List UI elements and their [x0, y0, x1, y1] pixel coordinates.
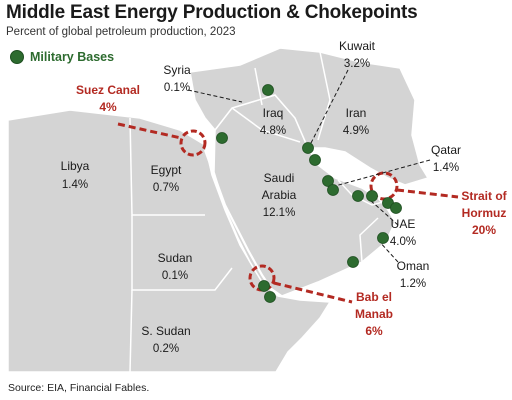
legend: Military Bases [10, 50, 114, 64]
military-base-marker [390, 202, 402, 214]
country-label-egypt: Egypt [151, 163, 182, 177]
chokepoint-value-bab: 6% [365, 324, 383, 338]
military-base-marker [258, 280, 270, 292]
syria-leader [187, 89, 243, 103]
military-base-marker [327, 184, 339, 196]
country-value-s-sudan: 0.2% [153, 343, 179, 355]
country-value-libya: 1.4% [62, 179, 88, 191]
military-base-legend-icon [10, 50, 24, 64]
country-label-syria: Syria [163, 63, 191, 77]
chokepoint-value-suez: 4% [99, 100, 117, 114]
country-value-sudan: 0.1% [162, 270, 188, 282]
map-subtitle: Percent of global petroleum production, … [6, 26, 236, 38]
country-label-libya: Libya [61, 159, 90, 173]
country-label-oman: Oman [397, 259, 430, 273]
map-title: Middle East Energy Production & Chokepoi… [6, 2, 418, 23]
country-label-s-sudan: S. Sudan [141, 324, 190, 338]
north-landmass [189, 47, 430, 186]
country-value-egypt: 0.7% [153, 182, 179, 194]
chokepoint-label-hormuz-line2: Hormuz [462, 206, 507, 220]
chokepoint-value-hormuz: 20% [472, 223, 496, 237]
hormuz-connector [396, 188, 459, 199]
military-base-marker [366, 190, 378, 202]
country-value-iran: 4.9% [343, 125, 369, 137]
bab-connector [273, 281, 353, 304]
source-note: Source: EIA, Financial Fables. [8, 382, 150, 394]
military-base-marker [302, 142, 314, 154]
country-label-iran: Iran [346, 106, 367, 120]
qatar-leader [334, 159, 431, 187]
chokepoint-label-suez: Suez Canal [76, 83, 140, 97]
military-base-marker [216, 132, 228, 144]
country-value-oman: 1.2% [400, 278, 426, 290]
country-label-qatar: Qatar [431, 143, 461, 157]
military-base-marker [322, 175, 334, 187]
military-base-marker [347, 256, 359, 268]
chokepoint-label-bab-line2: Manab [355, 307, 393, 321]
military-base-marker [262, 84, 274, 96]
country-value-syria: 0.1% [164, 82, 190, 94]
country-value-kuwait: 3.2% [344, 58, 370, 70]
military-base-marker [352, 190, 364, 202]
military-base-marker [264, 291, 276, 303]
legend-label: Military Bases [30, 50, 115, 64]
country-label-kuwait: Kuwait [339, 39, 376, 53]
kuwait-leader [309, 69, 349, 146]
country-value-qatar: 1.4% [433, 162, 459, 174]
oman-leader [377, 239, 399, 263]
country-label-sudan: Sudan [158, 251, 193, 265]
chokepoint-label-hormuz: Strait of [461, 189, 507, 203]
country-label-uae: UAE [391, 217, 416, 231]
chokepoint-label-bab: Bab el [356, 290, 392, 304]
country-value-iraq: 4.8% [260, 125, 286, 137]
country-value-saudi-arabia: 12.1% [263, 207, 296, 219]
suez-canal-ring [179, 129, 207, 157]
country-label-saudi-arabia-line2: Arabia [262, 188, 297, 202]
country-value-uae: 4.0% [390, 236, 416, 248]
country-label-iraq: Iraq [263, 106, 284, 120]
military-base-marker [309, 154, 321, 166]
military-base-marker [377, 232, 389, 244]
country-label-saudi-arabia: Saudi [264, 171, 295, 185]
red-sea [203, 149, 273, 291]
